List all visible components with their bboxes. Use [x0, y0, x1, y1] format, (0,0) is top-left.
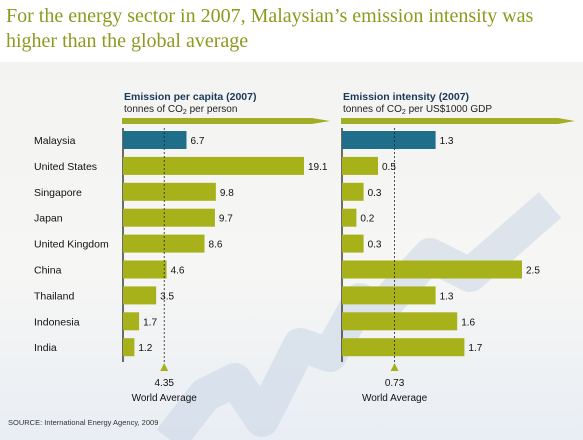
- category-label: Malaysia: [34, 135, 76, 147]
- chart-2-bar: [342, 208, 357, 227]
- chart-2-value-label: 0.3: [368, 188, 382, 199]
- chart-1-subtitle-post: per person: [187, 104, 238, 115]
- chart-1-bars: 6.7 19.1 9.8 9.7 8.6 4.6 3.5 1.7 1.2 4.35 World Av…: [122, 128, 328, 404]
- chart-2-value-label: 1.3: [440, 291, 454, 302]
- headline: For the energy sector in 2007, Malaysian…: [6, 4, 576, 54]
- chart-1-world-average-value: 4.35: [154, 378, 174, 389]
- source-note: SOURCE: International Energy Agency, 200…: [8, 418, 158, 427]
- chart-2-bar: [342, 182, 364, 201]
- chart-1-bar: [123, 208, 215, 227]
- chart-2-bar: [342, 234, 364, 253]
- chart-2-title: Emission intensity (2007): [343, 91, 469, 103]
- chart-1-value-label: 19.1: [308, 162, 328, 173]
- chart-1-subtitle-pre: tonnes of CO: [124, 104, 183, 115]
- header-arrow-right-icon: [341, 118, 575, 124]
- chart-2-value-label: 0.3: [368, 240, 382, 251]
- chart-1-subtitle-sub: 2: [183, 109, 187, 116]
- chart-1-bar: [123, 131, 187, 149]
- chart-1-value-label: 8.6: [208, 240, 222, 251]
- headline-line-2: higher than the global average: [6, 30, 249, 52]
- chart-1-value-label: 1.7: [143, 317, 157, 328]
- chart-1-value-label: 9.7: [219, 214, 233, 225]
- header-arrow-left-icon: [122, 118, 330, 124]
- chart-2-subtitle-sub: 2: [402, 109, 406, 116]
- chart-1-bar: [123, 156, 304, 175]
- chart-2-bar: [342, 338, 465, 357]
- chart-2-bar: [342, 312, 458, 331]
- chart-2-bar: [342, 286, 436, 305]
- chart-1-bar: [123, 182, 216, 201]
- chart-2-bar: [342, 156, 378, 175]
- category-label: United States: [34, 161, 97, 173]
- chart-2-bar: [342, 131, 436, 149]
- category-label: United Kingdom: [34, 239, 109, 251]
- chart-2-subtitle-post: per US$1000 GDP: [406, 104, 492, 115]
- category-label: Thailand: [34, 290, 74, 302]
- chart-2-world-average-value: 0.73: [385, 378, 405, 389]
- chart-2-subtitle-pre: tonnes of CO: [343, 104, 402, 115]
- chart-1-world-average-marker-icon: [160, 363, 169, 371]
- category-label: Japan: [34, 213, 63, 225]
- chart-1-bar: [123, 286, 157, 305]
- category-label: Indonesia: [34, 316, 80, 328]
- chart-2-value-label: 1.7: [468, 343, 482, 354]
- chart-2-bar: [342, 260, 522, 279]
- chart-1-bar: [123, 338, 135, 357]
- chart-2-world-average-label: World Average: [362, 393, 428, 404]
- chart-1-value-label: 4.6: [171, 266, 185, 277]
- chart-1-value-label: 6.7: [190, 136, 204, 147]
- category-label: India: [34, 342, 57, 354]
- chart-1-title: Emission per capita (2007): [124, 91, 256, 103]
- category-label: China: [34, 265, 62, 277]
- chart-2-bars: 1.3 0.5 0.3 0.2 0.3 2.5 1.3 1.6 1.7 0.73 World Ave…: [341, 128, 540, 404]
- chart-2-world-average-marker-icon: [390, 363, 399, 371]
- headline-line-1: For the energy sector in 2007, Malaysian…: [6, 5, 534, 27]
- chart-2-value-label: 1.6: [461, 317, 475, 328]
- category-label: Singapore: [34, 187, 82, 199]
- chart-2-value-label: 0.5: [382, 162, 396, 173]
- chart-2-value-label: 1.3: [440, 136, 454, 147]
- chart-1-value-label: 9.8: [220, 188, 234, 199]
- chart-1-value-label: 1.2: [138, 343, 152, 354]
- chart-1-bar: [123, 312, 140, 331]
- chart-2-value-label: 0.2: [360, 214, 374, 225]
- chart-2-value-label: 2.5: [526, 266, 540, 277]
- chart-1-world-average-label: World Average: [132, 393, 198, 404]
- chart-1-subtitle: tonnes of CO2 per person: [124, 104, 237, 116]
- chart-1-value-label: 3.5: [160, 291, 174, 302]
- chart-2-subtitle: tonnes of CO2 per US$1000 GDP: [343, 104, 492, 116]
- category-labels: Malaysia United States Singapore Japan Unite…: [34, 135, 109, 354]
- chart-1-bar: [123, 260, 167, 279]
- chart-1-bar: [123, 234, 205, 253]
